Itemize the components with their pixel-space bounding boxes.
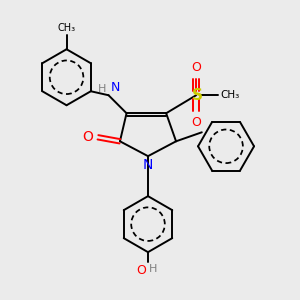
- Text: CH₃: CH₃: [58, 23, 76, 33]
- Text: S: S: [192, 88, 203, 103]
- Text: CH₃: CH₃: [220, 90, 239, 100]
- Text: N: N: [110, 81, 120, 94]
- Text: H: H: [149, 264, 158, 274]
- Text: O: O: [82, 130, 93, 144]
- Text: H: H: [98, 84, 106, 94]
- Text: O: O: [136, 264, 146, 277]
- Text: O: O: [191, 116, 201, 129]
- Text: N: N: [143, 158, 153, 172]
- Text: O: O: [191, 61, 201, 74]
